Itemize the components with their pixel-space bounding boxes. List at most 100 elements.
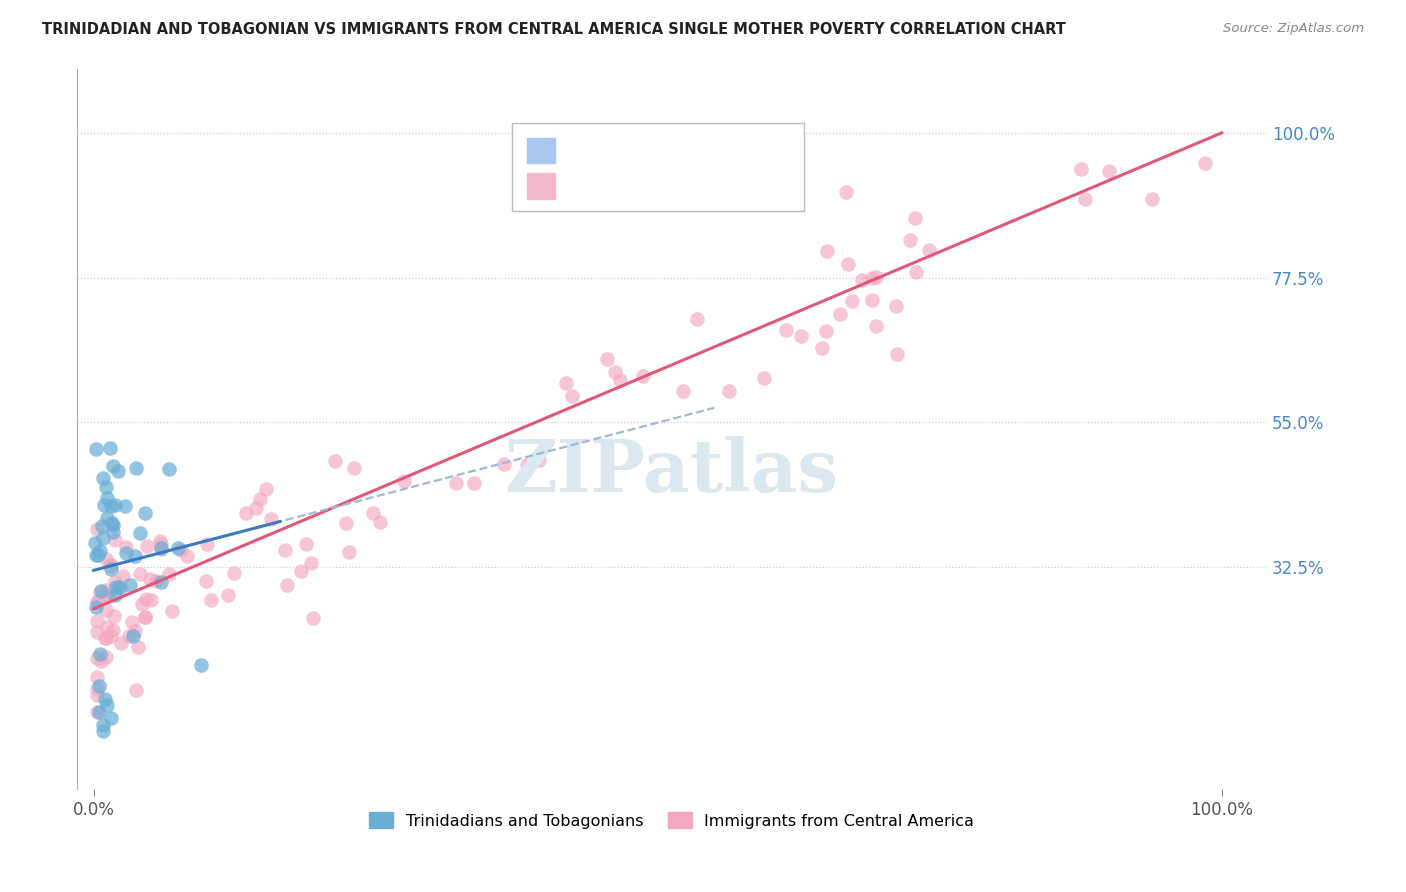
Point	[295, 537, 318, 551]
Point	[195, 574, 218, 589]
Point	[127, 640, 149, 654]
Point	[150, 541, 173, 555]
Point	[904, 265, 927, 279]
Point	[86, 670, 108, 684]
Point	[835, 186, 858, 200]
Point	[392, 474, 415, 488]
Point	[128, 526, 150, 541]
Point	[101, 524, 124, 539]
Point	[860, 270, 883, 285]
Point	[134, 610, 156, 624]
Point	[561, 389, 583, 403]
Point	[91, 717, 114, 731]
Point	[167, 541, 190, 555]
Point	[96, 511, 118, 525]
Point	[1194, 156, 1216, 170]
Point	[93, 498, 115, 512]
Point	[96, 603, 118, 617]
Point	[141, 593, 163, 607]
Point	[125, 682, 148, 697]
Point	[301, 611, 323, 625]
Point	[100, 711, 122, 725]
Point	[603, 365, 626, 379]
Point	[96, 631, 118, 645]
Point	[118, 578, 141, 592]
Point	[124, 549, 146, 563]
Point	[631, 369, 654, 384]
Point	[145, 574, 167, 588]
Point	[100, 629, 122, 643]
Point	[904, 211, 927, 226]
Point	[108, 580, 131, 594]
Point	[276, 577, 298, 591]
Point	[90, 584, 112, 599]
Point	[157, 462, 180, 476]
Point	[84, 548, 107, 562]
Point	[516, 458, 538, 472]
Point	[125, 461, 148, 475]
Text: R = -0.211   N = 47: R = -0.211 N = 47	[564, 143, 721, 158]
Point	[90, 655, 112, 669]
Point	[91, 723, 114, 738]
Point	[596, 351, 619, 366]
Point	[361, 506, 384, 520]
Point	[103, 518, 125, 533]
Text: R = 0.788   N = 116: R = 0.788 N = 116	[564, 178, 725, 194]
Point	[100, 558, 122, 572]
Point	[86, 682, 108, 697]
Point	[121, 629, 143, 643]
Point	[118, 629, 141, 643]
Point	[103, 609, 125, 624]
Point	[1140, 192, 1163, 206]
Point	[200, 593, 222, 607]
Point	[160, 604, 183, 618]
Point	[96, 620, 118, 634]
Point	[217, 588, 239, 602]
Point	[323, 454, 346, 468]
Point	[368, 515, 391, 529]
Point	[100, 562, 122, 576]
Point	[299, 556, 322, 570]
Point	[100, 500, 122, 514]
Point	[96, 583, 118, 598]
Point	[86, 688, 108, 702]
Point	[150, 537, 173, 551]
Point	[96, 698, 118, 713]
Point	[86, 650, 108, 665]
Point	[235, 507, 257, 521]
Point	[93, 631, 115, 645]
Point	[527, 453, 550, 467]
Point	[150, 541, 173, 556]
Point	[104, 574, 127, 589]
Point	[101, 516, 124, 531]
Point	[1074, 192, 1097, 206]
Point	[114, 500, 136, 514]
Point	[84, 442, 107, 456]
Point	[101, 458, 124, 473]
Point	[752, 370, 775, 384]
Legend: Trinidadians and Tobagonians, Immigrants from Central America: Trinidadians and Tobagonians, Immigrants…	[363, 805, 980, 835]
Point	[94, 691, 117, 706]
Point	[96, 480, 118, 494]
Point	[343, 461, 366, 475]
Point	[89, 705, 111, 719]
Point	[114, 540, 136, 554]
Point	[851, 273, 873, 287]
Point	[135, 592, 157, 607]
Point	[260, 512, 283, 526]
Point	[811, 341, 834, 355]
Point	[129, 567, 152, 582]
Point	[150, 574, 173, 589]
Point	[91, 518, 114, 533]
Point	[89, 543, 111, 558]
Point	[686, 311, 709, 326]
Point	[918, 243, 941, 257]
Point	[107, 464, 129, 478]
Point	[865, 270, 887, 285]
Text: TRINIDADIAN AND TOBAGONIAN VS IMMIGRANTS FROM CENTRAL AMERICA SINGLE MOTHER POVE: TRINIDADIAN AND TOBAGONIAN VS IMMIGRANTS…	[42, 22, 1066, 37]
Point	[290, 564, 312, 578]
Point	[124, 624, 146, 638]
Point	[1070, 161, 1092, 176]
Point	[814, 324, 837, 338]
Point	[97, 590, 120, 604]
